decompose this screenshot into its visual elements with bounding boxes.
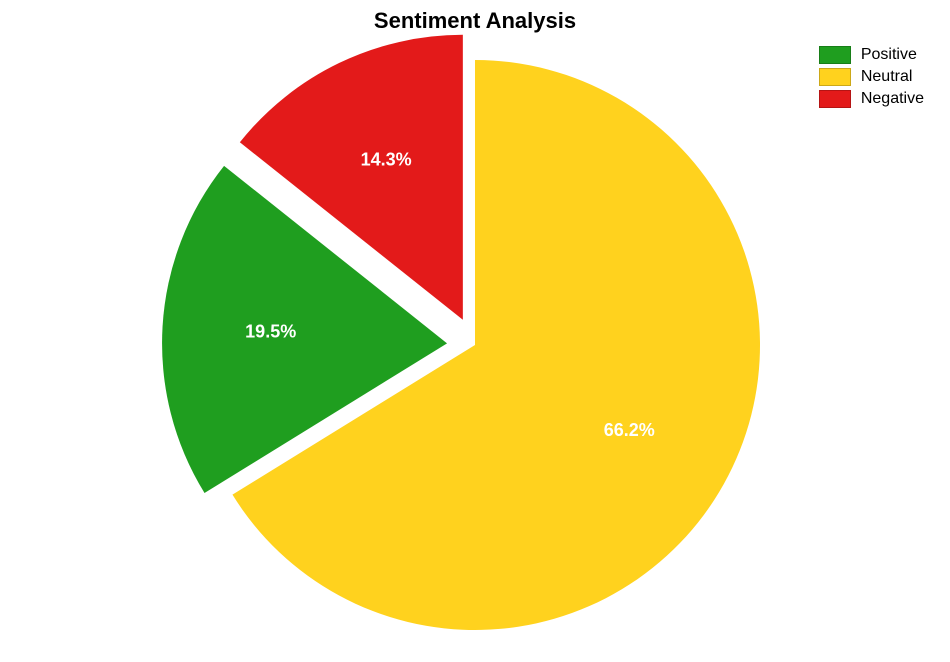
legend: Positive Neutral Negative [819, 46, 924, 112]
legend-item-positive: Positive [819, 46, 924, 64]
legend-label: Negative [861, 90, 924, 108]
pie-chart: 66.2% 19.5% 14.3% [0, 0, 950, 662]
legend-item-neutral: Neutral [819, 68, 924, 86]
pie-slice-label: 19.5% [245, 322, 296, 342]
pie-slice-label: 14.3% [361, 149, 412, 169]
legend-label: Positive [861, 46, 917, 64]
chart-title: Sentiment Analysis [0, 8, 950, 34]
legend-item-negative: Negative [819, 90, 924, 108]
legend-swatch [819, 46, 851, 64]
pie-slice-label: 66.2% [604, 420, 655, 440]
chart-container: Sentiment Analysis 66.2% 19.5% 14.3% Posit… [0, 0, 950, 662]
legend-swatch [819, 90, 851, 108]
legend-label: Neutral [861, 68, 913, 86]
legend-swatch [819, 68, 851, 86]
